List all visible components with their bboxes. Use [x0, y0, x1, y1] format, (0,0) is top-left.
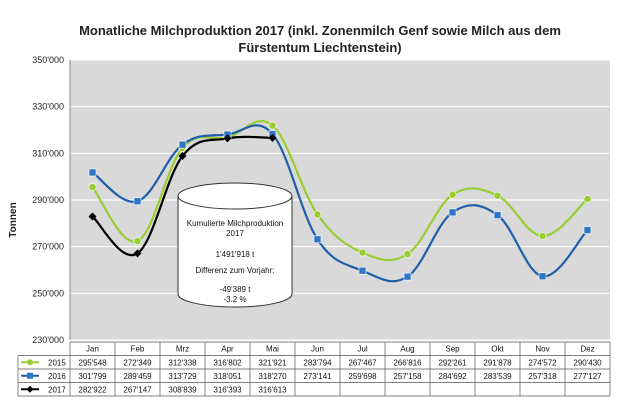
legend-label-2017: 2017 [48, 385, 66, 394]
data-point-2015-Jan [88, 183, 97, 191]
data-label-2015-Sep: 292'261 [438, 358, 467, 367]
title-line-1: Monatliche Milchproduktion 2017 (inkl. Z… [79, 23, 561, 38]
data-label-2017-Mai: 316'613 [258, 385, 287, 394]
data-point-2016-Feb [133, 197, 142, 206]
data-label-2016-Mrz: 313'729 [168, 372, 197, 381]
annotation-cylinder-top [177, 182, 293, 210]
data-point-2017-Feb [133, 249, 142, 258]
data-label-2016-Sep: 284'692 [438, 372, 467, 381]
annotation-total: 1'491'918 t [216, 250, 255, 259]
data-point-2015-Dez [583, 195, 592, 203]
data-label-2015-Nov: 274'572 [528, 358, 557, 367]
data-label-2016-Feb: 289'459 [123, 372, 152, 381]
y-tick-label: 310'000 [32, 148, 64, 158]
legend-label-2015: 2015 [48, 358, 66, 367]
legend-marker-2017 [26, 385, 34, 393]
data-point-2017-Mrz [178, 152, 187, 161]
annotation-heading-line2: 2017 [226, 229, 244, 238]
data-label-2016-Jun: 273'141 [303, 372, 332, 381]
data-label-2015-Mrz: 312'338 [168, 358, 197, 367]
y-tick-label: 290'000 [32, 195, 64, 205]
data-point-2015-Jun [313, 210, 322, 219]
data-label-2017-Mrz: 308'839 [168, 385, 197, 394]
annotation-diff-label: Differenz zum Vorjahr: [196, 266, 275, 275]
data-point-2016-Aug [403, 272, 412, 281]
y-tick-label: 250'000 [32, 288, 64, 298]
x-tick-label: Jun [311, 345, 324, 354]
annotation-heading-line1: Kumulierte Milchproduktion [187, 219, 284, 228]
data-point-2015-Jul [358, 248, 367, 257]
x-tick-label: Okt [491, 345, 504, 354]
legend-label-2016: 2016 [48, 372, 66, 381]
data-label-2015-Jul: 267'467 [348, 358, 377, 367]
annotation-cylinder-body [177, 195, 293, 308]
data-point-2016-Sep [448, 208, 457, 217]
data-point-2015-Okt [493, 191, 502, 200]
data-label-2016-Aug: 257'158 [393, 372, 422, 381]
x-tick-label: Mrz [176, 345, 189, 354]
data-point-2017-Mai [268, 133, 277, 142]
data-point-2015-Nov [538, 232, 547, 240]
chart-title: Monatliche Milchproduktion 2017 (inkl. Z… [60, 22, 580, 56]
data-label-2015-Jan: 295'548 [78, 358, 107, 367]
data-point-2016-Jan [88, 168, 97, 177]
data-label-2016-Nov: 257'318 [528, 372, 557, 381]
x-tick-label: Nov [535, 345, 549, 354]
data-label-2016-Jul: 259'698 [348, 372, 377, 381]
data-label-2017-Jan: 282'922 [78, 385, 107, 394]
data-point-2016-Dez [583, 226, 592, 234]
data-point-2017-Jan [88, 212, 97, 221]
data-label-2017-Apr: 316'393 [213, 385, 242, 394]
x-tick-label: Apr [221, 345, 234, 354]
series-line-2017 [91, 135, 273, 257]
annotation-diff-pct: -3.2 % [223, 295, 246, 304]
y-axis-label: Tonnen [8, 202, 19, 237]
y-tick-label: 350'000 [32, 55, 64, 65]
data-label-2016-Dez: 277'127 [573, 372, 602, 381]
data-label-2016-Mai: 318'270 [258, 372, 287, 381]
data-point-2016-Jun [313, 235, 322, 244]
x-tick-label: Sep [445, 345, 460, 354]
data-point-2016-Okt [493, 211, 502, 219]
data-point-2015-Mai [268, 121, 277, 130]
data-label-2015-Mai: 321'921 [258, 358, 287, 367]
data-label-2016-Jan: 301'799 [78, 372, 107, 381]
data-point-2016-Mrz [178, 140, 187, 149]
data-label-2015-Jun: 283'794 [303, 358, 332, 367]
data-point-2016-Nov [538, 272, 547, 281]
data-label-2015-Apr: 316'802 [213, 358, 242, 367]
data-point-2016-Jul [358, 266, 367, 275]
data-point-2015-Sep [448, 190, 457, 199]
data-label-2017-Feb: 267'147 [123, 385, 152, 394]
data-point-2015-Feb [133, 237, 142, 246]
y-tick-label: 270'000 [32, 242, 64, 252]
legend-marker-2015 [27, 359, 33, 366]
data-point-2015-Aug [403, 250, 412, 258]
data-label-2015-Aug: 266'816 [393, 358, 422, 367]
data-label-2015-Dez: 290'430 [573, 358, 602, 367]
x-tick-label: Jul [357, 345, 367, 354]
x-tick-label: Jan [86, 345, 99, 354]
annotation-diff-abs: -49'389 t [220, 285, 252, 294]
x-tick-label: Dez [580, 345, 594, 354]
data-label-2016-Apr: 318'051 [213, 372, 242, 381]
y-tick-label: 230'000 [32, 335, 64, 345]
legend-marker-2016 [27, 372, 33, 379]
y-tick-label: 330'000 [32, 102, 64, 112]
data-label-2015-Okt: 291'878 [483, 358, 512, 367]
x-tick-label: Mai [266, 345, 279, 354]
data-label-2015-Feb: 272'349 [123, 358, 152, 367]
data-point-2017-Apr [223, 134, 232, 143]
title-line-2: Fürstentum Liechtenstein) [238, 40, 402, 55]
data-label-2016-Okt: 283'539 [483, 372, 512, 381]
x-tick-label: Feb [131, 345, 145, 354]
x-tick-label: Aug [400, 345, 414, 354]
